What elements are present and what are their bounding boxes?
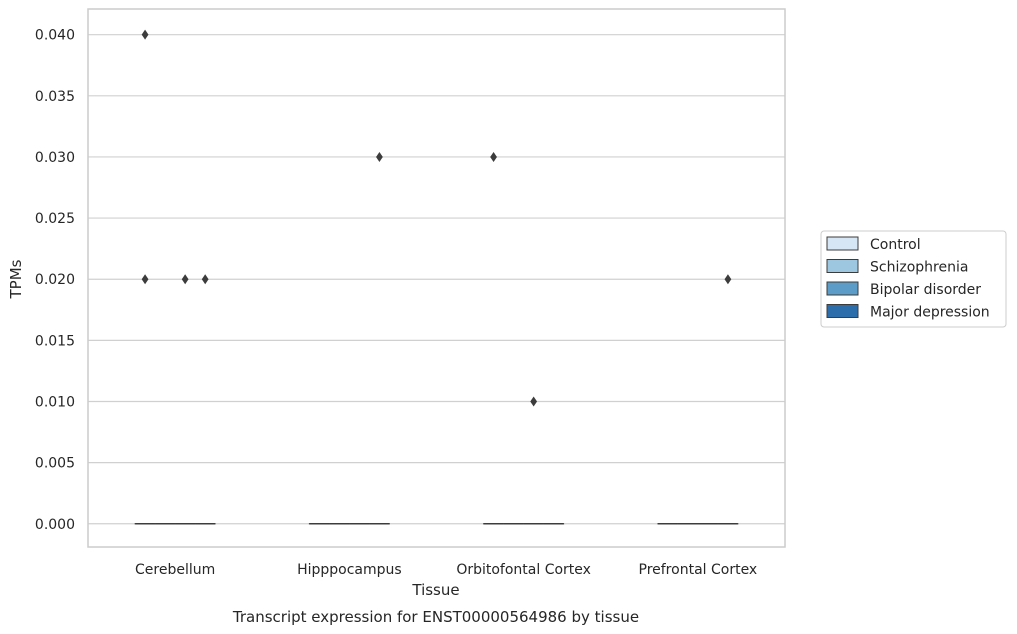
y-tick-label: 0.030 (35, 150, 75, 166)
outlier-point (530, 396, 538, 407)
legend-label: Schizophrenia (870, 260, 968, 276)
outlier-point (181, 274, 189, 285)
chart-caption: Transcript expression for ENST0000056498… (232, 608, 639, 626)
y-tick-label: 0.020 (35, 272, 75, 288)
legend-label: Control (870, 237, 921, 253)
x-tick-label: Orbitofontal Cortex (456, 562, 591, 578)
outliers (141, 29, 732, 407)
x-tick-label: Prefrontal Cortex (639, 562, 758, 578)
legend-label: Bipolar disorder (870, 282, 981, 298)
y-tick-label: 0.015 (35, 333, 75, 349)
legend-swatch (826, 236, 859, 251)
legend: Control Schizophrenia Bipolar disorder Majo… (820, 230, 1007, 328)
y-tick-label: 0.010 (35, 394, 75, 410)
gridlines (88, 34, 785, 525)
x-tick-label: Hipppocampus (297, 562, 402, 578)
y-tick-label: 0.035 (35, 89, 75, 105)
y-axis-label: TPMs (7, 259, 25, 299)
outlier-point (724, 274, 732, 285)
y-tick-label: 0.005 (35, 456, 75, 472)
outlier-point (490, 151, 497, 162)
outlier-point (376, 151, 383, 162)
y-tick-label: 0.000 (35, 517, 75, 533)
outlier-point (141, 274, 149, 285)
x-tick-labels: Cerebellum Hipppocampus Orbitofontal Corte… (135, 562, 757, 578)
legend-swatch (826, 281, 859, 296)
legend-swatch (826, 259, 859, 273)
x-tick-label: Cerebellum (135, 562, 215, 578)
y-tick-labels: 0.000 0.005 0.010 0.015 0.020 0.025 0.030 0.035… (35, 28, 75, 533)
y-tick-label: 0.040 (35, 28, 75, 44)
y-tick-label: 0.025 (35, 211, 75, 227)
legend-label: Major depression (870, 305, 990, 321)
outlier-point (141, 29, 149, 40)
plot-frame (87, 8, 786, 548)
x-axis-label: Tissue (411, 581, 459, 599)
legend-swatch (826, 304, 859, 318)
outlier-point (201, 274, 209, 285)
legend-frame (820, 230, 1007, 328)
